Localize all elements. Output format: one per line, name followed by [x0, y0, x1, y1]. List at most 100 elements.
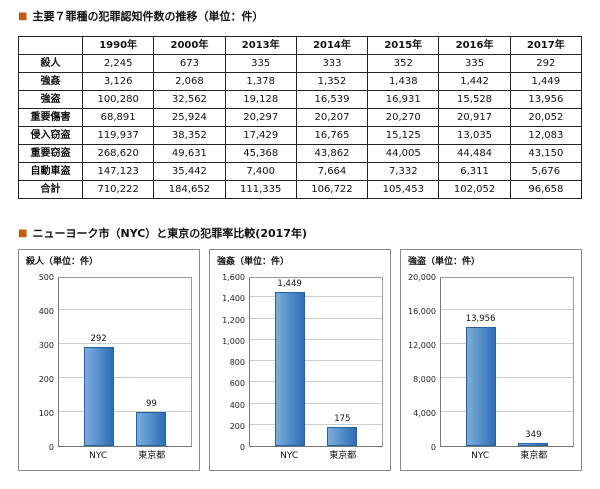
table-cell: 2,068 [153, 72, 226, 91]
charts-row: 殺人（単位：件） 0 100 200 300 400 500 292 99 NYC 東京都 強姦（単位… [18, 249, 582, 471]
y-tick-label: 1,400 [222, 294, 245, 304]
table-row: 殺人 2,245 673 335 333 352 335 292 [18, 54, 583, 73]
table-cell: 25,924 [153, 108, 226, 127]
bar-NYC [465, 327, 496, 446]
table-cell: 1,352 [295, 72, 369, 91]
table-cell: 19,128 [224, 90, 297, 109]
table-cell: 20,297 [224, 108, 297, 127]
x-axis-labels: NYC 東京都 [440, 450, 574, 462]
gridline [441, 343, 573, 344]
gridline [59, 309, 191, 310]
column-header: 1990年 [81, 36, 155, 55]
table-cell: 13,035 [438, 126, 511, 145]
crime-report-page: ■ 主要７罪種の犯罪認知件数の推移（単位：件） 1990年 2000年 2013年 2… [18, 10, 583, 471]
y-tick-label: 600 [229, 379, 245, 389]
table-cell: 5,676 [509, 162, 583, 181]
y-tick-label: 4,000 [413, 409, 436, 418]
plot-area: 1,449 175 [249, 277, 383, 447]
table-cell: 335 [224, 54, 297, 73]
row-label: 強姦 [18, 72, 83, 91]
table-cell: 352 [367, 54, 440, 73]
table-cell: 268,620 [81, 144, 155, 163]
charts-section-title-text: ニューヨーク市（NYC）と東京の犯罪率比較(2017年) [32, 227, 307, 240]
table-cell: 44,484 [438, 144, 511, 163]
chart-0: 殺人（単位：件） 0 100 200 300 400 500 292 99 NYC 東京都 [18, 249, 200, 471]
table-cell: 38,352 [153, 126, 226, 145]
chart-title: 殺人（単位：件） [26, 257, 99, 267]
column-header: 2014年 [295, 36, 369, 55]
gridline [250, 296, 382, 298]
x-axis-labels: NYC 東京都 [249, 450, 383, 462]
gridline [59, 377, 191, 378]
table-cell: 1,442 [438, 72, 511, 91]
table-cell: 43,150 [509, 144, 583, 163]
table-row: 強姦 3,126 2,068 1,378 1,352 1,438 1,442 1,449 [18, 72, 583, 91]
table-row: 自動車盗 147,123 35,442 7,400 7,664 7,332 6,311 5,6… [18, 162, 583, 181]
bar-value-label: 175 [334, 414, 351, 425]
gridline [59, 343, 191, 344]
bar-value-label: 1,449 [277, 279, 302, 290]
bar-value-label: 292 [90, 333, 107, 344]
table-cell: 710,222 [81, 180, 155, 199]
chart-2: 強盗（単位：件） 0 4,000 8,000 12,000 16,000 20,000 13,… [400, 249, 582, 471]
table-row: 合計 710,222 184,652 111,335 106,722 105,453 102… [18, 180, 583, 199]
table-cell: 1,449 [509, 72, 583, 91]
bar-東京都 [518, 443, 549, 446]
table-cell: 100,280 [81, 90, 155, 109]
table-cell: 1,438 [367, 72, 440, 91]
table-cell: 17,429 [224, 126, 297, 145]
y-tick-label: 20,000 [408, 273, 436, 282]
y-tick-label: 200 [229, 421, 245, 431]
column-header: 2016年 [438, 36, 511, 55]
x-axis-label: 東京都 [329, 451, 357, 461]
table-cell: 16,931 [367, 90, 440, 109]
section-bullet-icon: ■ [18, 11, 28, 22]
column-header [18, 36, 83, 55]
column-header: 2000年 [153, 36, 226, 55]
y-tick-label: 16,000 [408, 307, 436, 316]
table-cell: 44,005 [367, 144, 440, 163]
y-tick-label: 200 [38, 375, 54, 384]
table-cell: 45,368 [224, 144, 297, 163]
chart-1: 強姦（単位：件） 0 200 400 600 800 1,000 1,200 1,400 1,60… [209, 249, 391, 471]
table-cell: 7,664 [295, 162, 369, 181]
y-tick-label: 1,000 [222, 336, 245, 346]
table-cell: 106,722 [295, 180, 369, 199]
table-cell: 292 [509, 54, 583, 73]
y-tick-label: 800 [229, 358, 245, 367]
table-row: 強盗 100,280 32,562 19,128 16,539 16,931 15,528 1… [18, 90, 583, 109]
section-bullet-icon: ■ [18, 228, 28, 239]
table-cell: 105,453 [367, 180, 440, 199]
table-row: 重要傷害 68,891 25,924 20,297 20,207 20,270 20,917… [18, 108, 583, 127]
bar-NYC [83, 346, 114, 446]
gridline [250, 338, 382, 340]
table-cell: 15,125 [367, 126, 440, 145]
plot-area: 292 99 [58, 277, 192, 447]
table-cell: 673 [153, 54, 226, 73]
table-cell: 68,891 [81, 108, 155, 127]
table-section-title-text: 主要７罪種の犯罪認知件数の推移（単位：件） [32, 10, 264, 23]
gridline [441, 377, 573, 378]
table-cell: 20,207 [295, 108, 369, 127]
table-cell: 184,652 [153, 180, 226, 199]
x-axis-label: 東京都 [520, 451, 548, 461]
gridline [250, 317, 382, 319]
table-cell: 32,562 [153, 90, 226, 109]
table-cell: 96,658 [509, 180, 583, 199]
y-tick-label: 500 [38, 273, 54, 282]
table-cell: 335 [438, 54, 511, 73]
y-tick-label: 300 [38, 341, 54, 350]
row-label: 侵入窃盗 [18, 126, 83, 145]
row-label: 殺人 [18, 54, 83, 73]
table-cell: 3,126 [81, 72, 155, 91]
x-axis-label: 東京都 [138, 451, 166, 461]
plot-area: 13,956 349 [440, 277, 574, 447]
table-cell: 35,442 [153, 162, 226, 181]
row-label: 合計 [18, 180, 83, 199]
table-cell: 20,270 [367, 108, 440, 127]
table-cell: 333 [295, 54, 369, 73]
y-tick-label: 100 [38, 409, 54, 418]
table-cell: 13,956 [509, 90, 583, 109]
bar-value-label: 349 [525, 430, 542, 441]
y-tick-label: 1,200 [222, 315, 245, 325]
